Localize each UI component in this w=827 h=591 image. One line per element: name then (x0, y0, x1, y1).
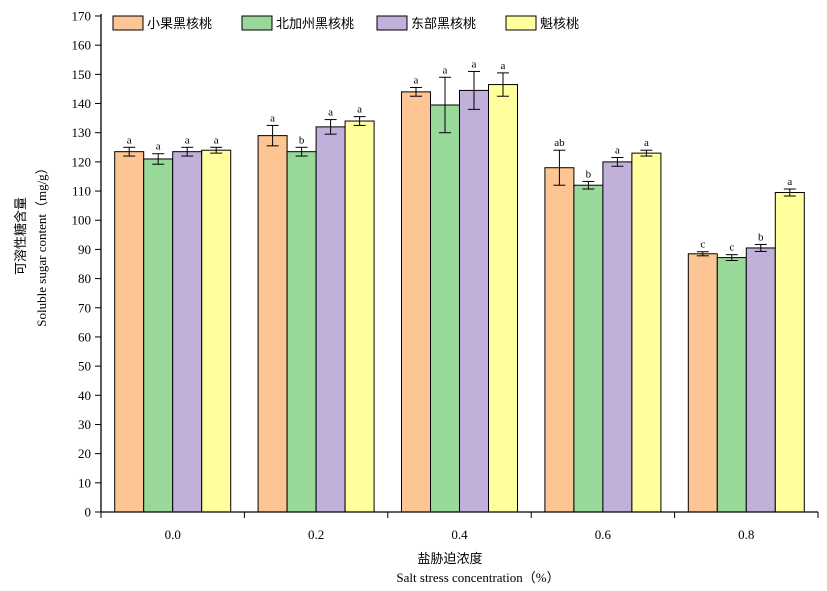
legend-label: 东部黑核桃 (411, 17, 476, 32)
bar (257, 135, 288, 513)
y-tick-label: 60 (78, 329, 91, 344)
significance-label: a (472, 58, 477, 70)
bar (430, 104, 460, 513)
significance-label: a (615, 145, 620, 157)
bar (488, 84, 518, 513)
significance-label: a (185, 134, 190, 146)
y-tick-label: 150 (72, 67, 92, 82)
y-tick-label: 40 (78, 388, 91, 403)
y-tick-label: 20 (78, 446, 91, 461)
y-axis-title-cn: 可溶性糖含量 (13, 197, 29, 275)
legend-swatch (241, 15, 273, 31)
significance-label: ab (554, 137, 565, 149)
significance-label: a (328, 107, 333, 119)
y-tick-label: 30 (78, 417, 91, 432)
bar (716, 257, 747, 513)
legend-swatch (376, 15, 408, 31)
y-tick-label: 160 (72, 38, 92, 53)
bar (459, 89, 489, 513)
bar (286, 151, 317, 513)
bar (401, 91, 431, 513)
x-tick-label: 0.8 (738, 527, 754, 542)
legend-label: 魁核桃 (540, 16, 579, 32)
bar (201, 149, 232, 513)
y-tick-label: 100 (72, 213, 92, 228)
y-tick-label: 80 (78, 271, 91, 286)
bar (344, 120, 375, 513)
y-tick-label: 0 (85, 505, 92, 520)
x-axis-title-en: Salt stress concentration（%） (396, 570, 559, 585)
significance-label: a (501, 60, 506, 72)
legend-label: 小果黑核桃 (147, 17, 212, 32)
significance-label: b (586, 168, 592, 180)
significance-label: a (414, 74, 419, 86)
y-tick-label: 110 (72, 184, 91, 199)
y-tick-label: 120 (72, 154, 92, 169)
significance-label: a (644, 137, 649, 149)
significance-label: a (127, 134, 132, 146)
significance-label: a (443, 64, 448, 76)
significance-label: c (700, 239, 705, 251)
x-tick-label: 0.6 (595, 527, 612, 542)
significance-label: a (214, 134, 219, 146)
bar (631, 152, 662, 513)
y-tick-label: 130 (72, 125, 92, 140)
legend: 小果黑核桃 北加州黑核桃 东部黑核桃 魁核桃 (112, 15, 579, 32)
bar (172, 151, 203, 513)
significance-label: a (156, 141, 161, 153)
y-tick-label: 50 (78, 359, 91, 374)
bar (114, 151, 145, 513)
legend-label: 北加州黑核桃 (276, 17, 354, 32)
significance-label: a (270, 112, 275, 124)
bar (544, 167, 575, 513)
bar (315, 126, 346, 513)
significance-label: c (729, 242, 734, 254)
y-tick-label: 170 (72, 9, 92, 24)
legend-swatch (112, 15, 144, 31)
significance-label: b (299, 134, 305, 146)
significance-label: b (758, 231, 764, 243)
x-axis-title-cn: 盐胁迫浓度 (417, 551, 482, 567)
y-tick-label: 10 (78, 475, 91, 490)
significance-label: a (357, 104, 362, 116)
bar (573, 184, 604, 513)
bar (745, 247, 776, 513)
y-axis-title-en: Soluble sugar content（mg/g） (34, 161, 49, 326)
significance-label: a (787, 176, 792, 188)
bar (687, 253, 718, 513)
x-tick-label: 0.2 (308, 527, 324, 542)
bar (774, 192, 805, 513)
bar (143, 158, 174, 513)
axes-layer: 0 10 20 30 40 50 60 70 80 90 100 110 120 130 140 150 160… (72, 9, 819, 542)
legend-swatch (505, 15, 537, 31)
y-tick-label: 140 (72, 96, 92, 111)
y-tick-label: 70 (78, 300, 91, 315)
y-tick-label: 90 (78, 242, 91, 257)
x-tick-label: 0.0 (165, 527, 181, 542)
x-tick-label: 0.4 (451, 527, 468, 542)
bar (602, 161, 633, 513)
